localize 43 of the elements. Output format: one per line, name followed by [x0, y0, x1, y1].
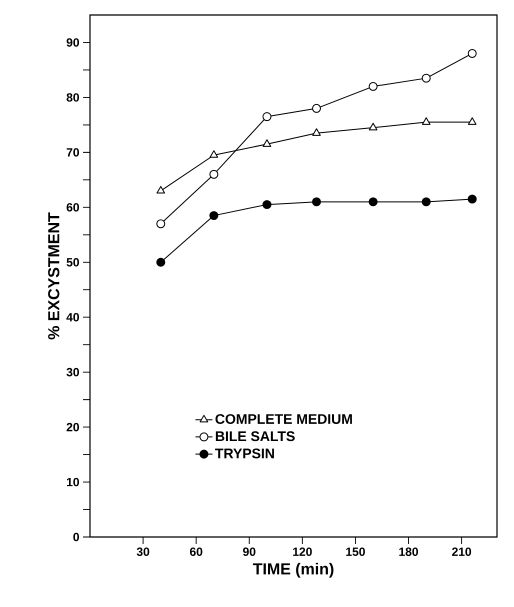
point	[312, 197, 321, 206]
y-tick-label: 60	[66, 203, 80, 212]
point	[368, 122, 378, 130]
point	[312, 128, 321, 136]
y-tick-label: 30	[66, 368, 80, 376]
y-tick-label: 80	[66, 93, 80, 102]
x-tick-label: 120	[293, 547, 312, 556]
y-tick-label: 40	[66, 312, 80, 322]
y-axis-title: % EXCYSTMENT	[48, 212, 60, 340]
point	[156, 219, 166, 228]
point	[422, 117, 431, 125]
y-tick-label: 10	[66, 478, 80, 486]
x-tick-label: 150	[346, 547, 365, 556]
point	[156, 258, 166, 267]
x-tick-label: 90	[243, 547, 256, 556]
y-tick-label: 50	[66, 258, 80, 266]
point	[468, 117, 477, 125]
x-tick-label: 30	[136, 547, 150, 556]
x-tick-label: 60	[190, 547, 202, 556]
point	[468, 194, 477, 204]
legend-label: BILE SALTS	[216, 431, 295, 442]
point	[468, 48, 477, 58]
legend-label: TRYPSIN	[215, 448, 274, 458]
point	[209, 211, 218, 220]
point	[209, 170, 218, 179]
y-tick-label: 0	[73, 532, 80, 542]
legend-label: COMPLETE MEDIUM	[216, 414, 352, 424]
y-tick-label: 70	[66, 148, 80, 157]
point	[368, 82, 378, 91]
x-axis-title: TIME (min)	[252, 562, 334, 578]
y-tick-label: 90	[66, 38, 80, 47]
point	[262, 112, 272, 122]
point	[422, 74, 431, 83]
point	[156, 186, 166, 194]
x-tick-label: 180	[399, 547, 418, 556]
y-tick-label: 20	[66, 422, 80, 432]
point	[210, 150, 218, 158]
point	[312, 104, 321, 113]
point	[422, 197, 431, 206]
point	[368, 197, 378, 206]
x-tick-label: 210	[452, 547, 472, 556]
point	[262, 200, 272, 210]
point	[262, 139, 272, 147]
